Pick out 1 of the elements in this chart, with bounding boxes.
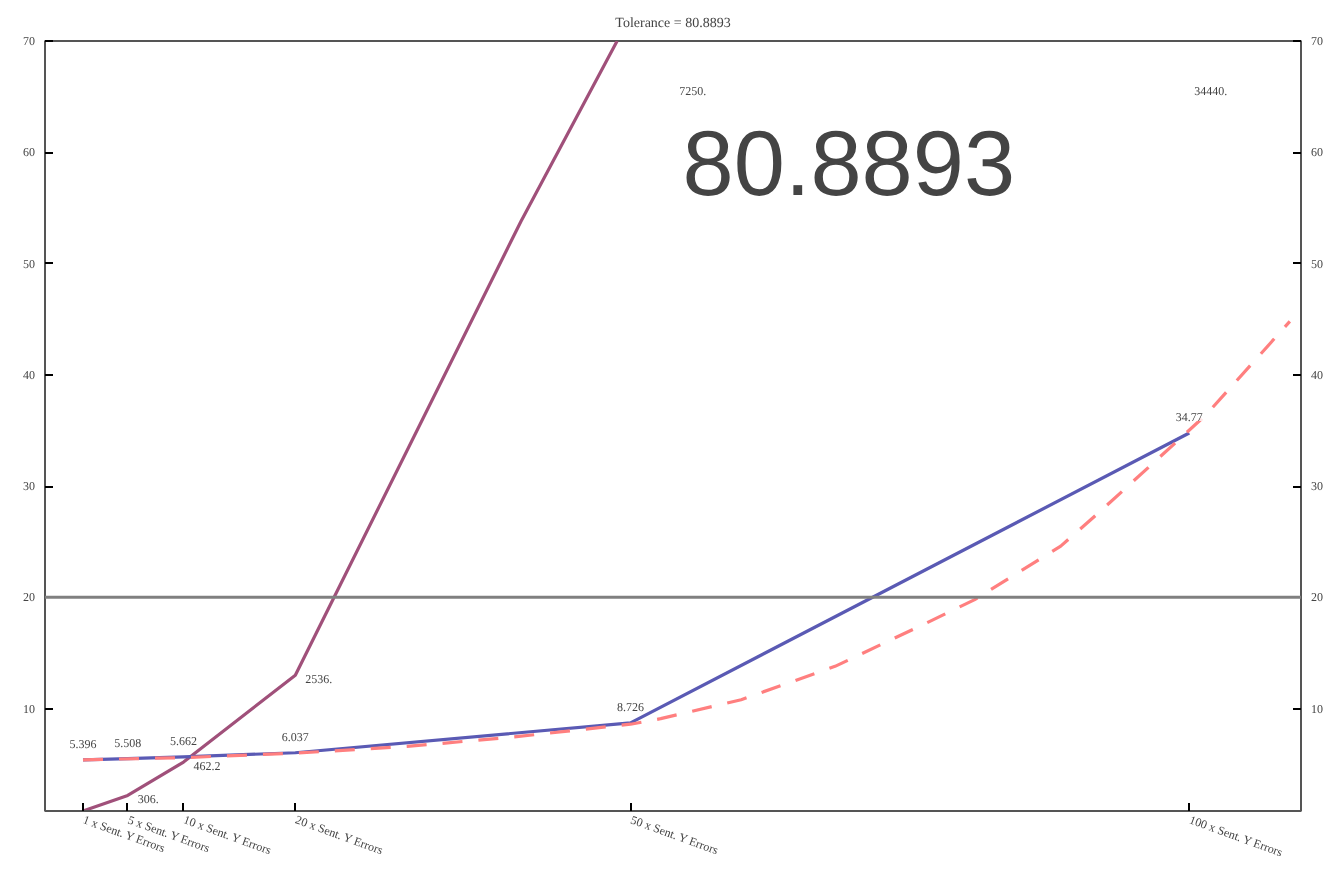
annotation: 80.8893 bbox=[682, 111, 1016, 215]
